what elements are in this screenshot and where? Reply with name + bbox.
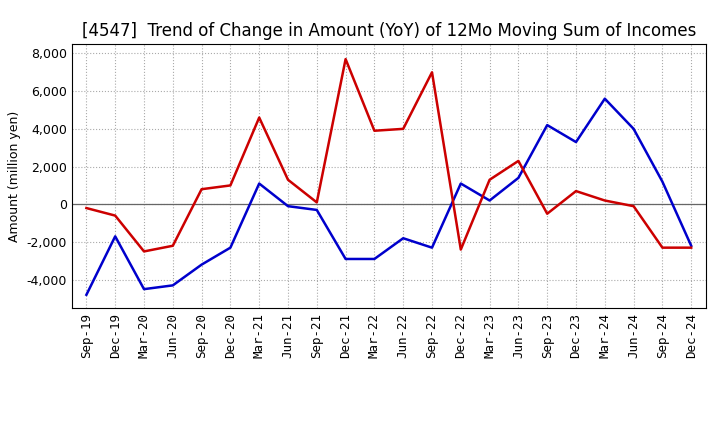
Ordinary Income: [82, 292, 91, 297]
Ordinary Income: [456, 181, 465, 186]
Net Income: [226, 183, 235, 188]
Net Income: [485, 177, 494, 183]
Net Income: [428, 70, 436, 75]
Net Income: [370, 128, 379, 133]
Ordinary Income: [543, 122, 552, 128]
Ordinary Income: [399, 235, 408, 241]
Net Income: [82, 205, 91, 211]
Net Income: [543, 211, 552, 216]
Ordinary Income: [428, 245, 436, 250]
Y-axis label: Amount (million yen): Amount (million yen): [8, 110, 21, 242]
Ordinary Income: [168, 283, 177, 288]
Ordinary Income: [226, 245, 235, 250]
Net Income: [111, 213, 120, 218]
Net Income: [456, 247, 465, 252]
Ordinary Income: [600, 96, 609, 101]
Net Income: [341, 56, 350, 62]
Net Income: [629, 204, 638, 209]
Ordinary Income: [514, 175, 523, 180]
Ordinary Income: [284, 204, 292, 209]
Net Income: [255, 115, 264, 120]
Net Income: [168, 243, 177, 249]
Ordinary Income: [140, 286, 148, 292]
Ordinary Income: [111, 234, 120, 239]
Net Income: [658, 245, 667, 250]
Ordinary Income: [687, 243, 696, 249]
Title: [4547]  Trend of Change in Amount (YoY) of 12Mo Moving Sum of Incomes: [4547] Trend of Change in Amount (YoY) o…: [81, 22, 696, 40]
Net Income: [197, 187, 206, 192]
Ordinary Income: [370, 257, 379, 262]
Ordinary Income: [485, 198, 494, 203]
Ordinary Income: [629, 126, 638, 132]
Net Income: [312, 200, 321, 205]
Ordinary Income: [197, 262, 206, 267]
Net Income: [600, 198, 609, 203]
Net Income: [572, 188, 580, 194]
Ordinary Income: [341, 257, 350, 262]
Ordinary Income: [658, 179, 667, 184]
Net Income: [284, 177, 292, 183]
Line: Ordinary Income: Ordinary Income: [86, 99, 691, 295]
Line: Net Income: Net Income: [86, 59, 691, 251]
Ordinary Income: [572, 139, 580, 145]
Ordinary Income: [312, 207, 321, 213]
Net Income: [399, 126, 408, 132]
Net Income: [687, 245, 696, 250]
Net Income: [514, 158, 523, 164]
Ordinary Income: [255, 181, 264, 186]
Net Income: [140, 249, 148, 254]
